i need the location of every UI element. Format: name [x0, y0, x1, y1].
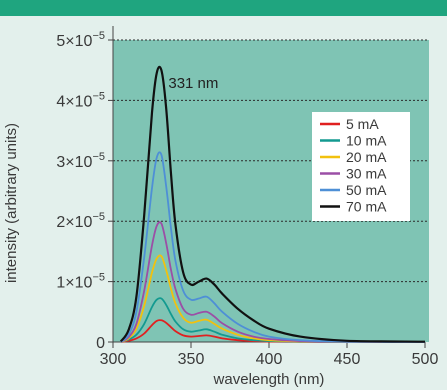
y-tick-label: 1×10−5	[56, 272, 105, 292]
series-line	[120, 254, 426, 343]
series-line	[120, 151, 426, 343]
legend-label: 20 mA	[346, 149, 387, 165]
y-tick-label: 4×10−5	[56, 90, 105, 110]
series-lines	[119, 65, 426, 343]
legend-label: 30 mA	[346, 166, 387, 182]
x-tick-label: 400	[256, 351, 283, 368]
legend-label: 50 mA	[346, 182, 387, 198]
y-axis-title: intensity (arbitrary units)	[3, 123, 20, 283]
y-tick-label: 5×10−5	[56, 30, 105, 50]
legend-label: 70 mA	[346, 199, 387, 215]
peak-annotation: 331 nm	[168, 75, 218, 92]
series-line	[120, 221, 426, 343]
y-tick-label: 0	[96, 335, 105, 352]
y-tick-labels: 0 1×10−5 2×10−5 3×10−5 4×10−5 5×10−5	[56, 30, 105, 352]
x-tick-labels: 300 350 400 450 500	[100, 351, 439, 368]
series-line	[119, 65, 426, 343]
x-axis-title: wavelength (nm)	[213, 371, 325, 388]
x-tick-label: 500	[412, 351, 439, 368]
y-tick-label: 3×10−5	[56, 151, 105, 171]
x-tick-label: 300	[100, 351, 127, 368]
x-tick-label: 450	[334, 351, 361, 368]
header-band	[0, 0, 447, 16]
legend-label: 5 mA	[346, 116, 379, 132]
legend-label: 10 mA	[346, 133, 387, 149]
y-tick-label: 2×10−5	[56, 211, 105, 231]
legend-box	[312, 112, 410, 221]
x-tick-label: 350	[178, 351, 205, 368]
series-line	[120, 297, 426, 343]
